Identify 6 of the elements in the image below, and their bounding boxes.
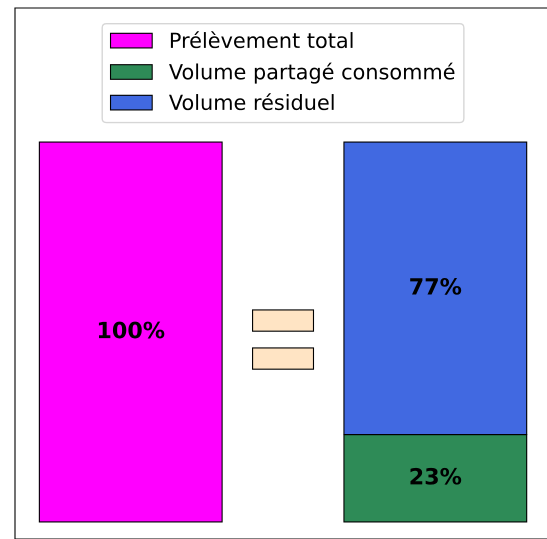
data-label: 77% xyxy=(410,278,462,295)
legend-label: Volume résiduel xyxy=(169,93,334,110)
data-label: 100% xyxy=(98,322,164,338)
legend-label: Volume partagé consommé xyxy=(169,62,454,84)
legend-label: Prélèvement total xyxy=(170,31,353,48)
data-label: 23% xyxy=(410,468,462,485)
